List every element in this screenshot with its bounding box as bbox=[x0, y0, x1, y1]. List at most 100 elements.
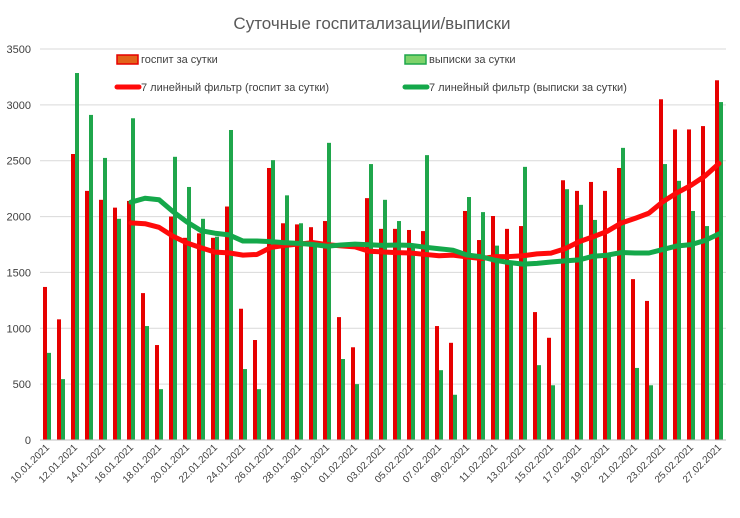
bar-hosp bbox=[547, 337, 551, 440]
bar-hosp bbox=[561, 180, 565, 440]
bar-discharge bbox=[621, 147, 625, 441]
bar-discharge bbox=[103, 157, 107, 440]
bar-hosp bbox=[645, 300, 649, 440]
bar-discharge bbox=[355, 384, 359, 440]
bar-discharge bbox=[551, 385, 555, 440]
bar-hosp bbox=[603, 190, 607, 440]
moving-average-lines bbox=[128, 161, 722, 267]
bar-hosp bbox=[519, 226, 523, 440]
bar-hosp bbox=[575, 190, 579, 440]
line-discharge-ma bbox=[128, 195, 722, 267]
legend-label-hosp-ma: 7 линейный фильтр (госпит за сутки) bbox=[141, 82, 329, 94]
bar-hosp bbox=[197, 233, 201, 440]
bar-discharge bbox=[397, 221, 401, 440]
bar-discharge bbox=[523, 166, 527, 440]
bar-hosp bbox=[365, 198, 369, 440]
bar-hosp bbox=[71, 154, 75, 441]
y-tick-label: 1500 bbox=[7, 267, 31, 279]
bar-discharge bbox=[635, 367, 639, 440]
legend-swatch-disch bbox=[404, 54, 427, 65]
bar-discharge bbox=[565, 189, 569, 440]
bar-discharge bbox=[509, 262, 513, 440]
bar-hosp bbox=[491, 216, 495, 440]
bar-hosp bbox=[169, 216, 173, 440]
bar-discharge bbox=[537, 365, 541, 440]
bar-discharge bbox=[453, 394, 457, 440]
bar-hosp bbox=[281, 223, 285, 440]
bar-discharge bbox=[691, 210, 695, 440]
bar-discharge bbox=[75, 73, 79, 441]
bar-hosp bbox=[505, 228, 509, 440]
bar-hosp bbox=[99, 199, 103, 440]
y-tick-label: 2500 bbox=[7, 156, 31, 168]
bar-hosp bbox=[701, 126, 705, 440]
bar-discharge bbox=[677, 180, 681, 440]
bar-hosp bbox=[57, 319, 61, 440]
bar-hosp bbox=[337, 317, 341, 440]
legend-swatch-hosp bbox=[116, 54, 139, 65]
bar-discharge bbox=[369, 164, 373, 440]
legend: госпит за сутки выписки за сутки 7 линей… bbox=[114, 54, 627, 94]
bar-discharge bbox=[257, 389, 261, 440]
y-tick-label: 3000 bbox=[7, 100, 31, 112]
bar-hosp bbox=[267, 167, 271, 440]
bar-hosp bbox=[183, 237, 187, 440]
bar-hosp bbox=[435, 326, 439, 440]
bar-hosp bbox=[687, 129, 691, 441]
bar-hosp bbox=[533, 312, 537, 440]
bar-discharge bbox=[159, 389, 163, 440]
bar-hosp bbox=[449, 342, 453, 440]
bar-hosp bbox=[43, 286, 47, 440]
bar-hosp bbox=[141, 293, 145, 440]
bar-discharge bbox=[145, 326, 149, 440]
bar-discharge bbox=[117, 218, 121, 440]
bar-discharge bbox=[383, 199, 387, 440]
bar-discharge bbox=[89, 114, 93, 440]
bar-hosp bbox=[253, 340, 257, 440]
bar-discharge bbox=[607, 255, 611, 440]
bar-discharge bbox=[467, 197, 471, 440]
bar-discharge bbox=[579, 204, 583, 440]
bar-hosp bbox=[351, 347, 355, 440]
bar-hosp bbox=[421, 231, 425, 440]
bar-discharge bbox=[425, 155, 429, 440]
bar-discharge bbox=[61, 379, 65, 440]
bar-discharge bbox=[187, 186, 191, 440]
x-axis: 10.01.202112.01.202114.01.202116.01.2021… bbox=[9, 439, 726, 486]
bar-hosp bbox=[617, 167, 621, 440]
bar-hosp bbox=[715, 80, 719, 440]
bar-discharge bbox=[229, 129, 233, 440]
bar-discharge bbox=[327, 142, 331, 440]
bar-hosp bbox=[155, 345, 159, 440]
bar-hosp bbox=[239, 308, 243, 440]
bar-hosp bbox=[393, 228, 397, 440]
bar-discharge bbox=[271, 160, 275, 441]
bar-discharge bbox=[215, 236, 219, 440]
bar-discharge bbox=[243, 369, 247, 440]
bar-hosp bbox=[379, 228, 383, 440]
bar-discharge bbox=[47, 352, 51, 440]
bar-discharge bbox=[285, 195, 289, 440]
bar-hosp bbox=[673, 129, 677, 441]
y-tick-label: 1000 bbox=[7, 323, 31, 335]
bar-discharge bbox=[173, 156, 177, 440]
bar-discharge bbox=[663, 164, 667, 440]
bar-hosp bbox=[85, 190, 89, 440]
legend-label-disch-ma: 7 линейный фильтр (выписки за сутки) bbox=[429, 82, 627, 94]
bar-discharge bbox=[705, 226, 709, 440]
bar-hosp bbox=[589, 181, 593, 440]
y-tick-label: 500 bbox=[13, 379, 31, 391]
bar-hosp bbox=[113, 207, 117, 440]
bar-discharge bbox=[495, 245, 499, 440]
chart-title: Суточные госпитализации/выписки bbox=[233, 14, 510, 33]
line-hosp-ma bbox=[128, 161, 722, 262]
y-axis: 0 500 1000 1500 2000 2500 3000 3500 bbox=[7, 44, 31, 447]
bar-hosp bbox=[211, 237, 215, 440]
bar-hosp bbox=[477, 240, 481, 440]
y-tick-label: 3500 bbox=[7, 44, 31, 56]
bar-discharge bbox=[719, 102, 723, 441]
bar-hosp bbox=[323, 221, 327, 440]
bar-hosp bbox=[309, 227, 313, 440]
bar-discharge bbox=[481, 212, 485, 440]
